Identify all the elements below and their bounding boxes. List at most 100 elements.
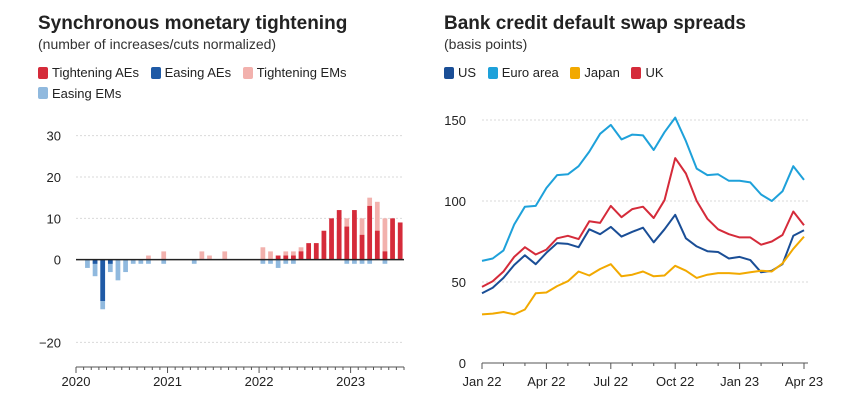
- legend-swatch: [444, 66, 454, 79]
- y-tick-label: 100: [444, 194, 466, 209]
- legend-label: Euro area: [501, 65, 559, 80]
- x-tick-label: Jan 23: [720, 374, 759, 389]
- right-chart-subtitle: (basis points): [444, 36, 528, 52]
- x-tick-label: 2023: [336, 374, 365, 389]
- left-chart-subtitle: (number of increases/cuts normalized): [38, 36, 277, 52]
- bar-tightening-ae: [382, 251, 388, 260]
- legend-item-japan: Japan: [570, 63, 620, 82]
- bar-tightening-ae: [283, 255, 289, 260]
- legend-item-us: US: [444, 63, 476, 82]
- right-chart-legend: US Euro area Japan UK: [444, 63, 844, 84]
- bar-tightening-ae: [313, 243, 319, 260]
- y-tick-label: 30: [47, 129, 61, 144]
- series-line-us: [481, 213, 805, 295]
- series-line-uk: [481, 157, 805, 288]
- left-chart-title: Synchronous monetary tightening: [38, 13, 348, 34]
- legend-item-easing-ems: Easing EMs: [38, 84, 121, 103]
- bar-easing-em: [115, 259, 121, 281]
- bar-easing-em: [138, 259, 144, 264]
- legend-swatch: [242, 66, 253, 79]
- bar-tightening-ae: [367, 205, 373, 260]
- legend-swatch: [570, 66, 581, 79]
- legend-swatch: [38, 66, 48, 79]
- tightening-bar-chart: 30 20 10 0 −20 2020 2021 2022 2023: [39, 129, 405, 389]
- series-line-japan: [481, 235, 805, 316]
- y-tick-label: −20: [39, 335, 61, 350]
- y-tick-label: 10: [47, 211, 61, 226]
- bar-tightening-em: [268, 251, 273, 260]
- y-tick-label: 0: [459, 356, 466, 371]
- legend-label: Easing AEs: [164, 65, 232, 80]
- series-line-euro-area: [481, 116, 805, 262]
- bar-tightening-em: [161, 251, 167, 260]
- bar-easing-ae: [100, 259, 106, 301]
- bar-tightening-ae: [397, 222, 403, 260]
- legend-label: UK: [645, 65, 664, 80]
- bar-tightening-em: [146, 255, 151, 260]
- legend-label: Easing EMs: [52, 85, 122, 101]
- legend-label: Tightening AEs: [52, 65, 139, 80]
- bar-easing-em: [344, 259, 350, 264]
- bar-easing-ae: [107, 259, 113, 264]
- bar-tightening-ae: [352, 210, 357, 260]
- legend-item-tightening-ems: Tightening EMs: [242, 63, 347, 82]
- legend-swatch: [38, 87, 48, 99]
- left-chart-legend: Tightening AEs Easing AEs Tightening EMs…: [38, 63, 408, 104]
- bar-tightening-em: [283, 251, 289, 260]
- x-tick-label: Apr 23: [785, 374, 823, 389]
- legend-item-easing-aes: Easing AEs: [150, 63, 232, 82]
- bar-easing-em: [275, 259, 281, 268]
- x-tick-label: 2021: [153, 374, 182, 389]
- legend-label: Tightening EMs: [256, 65, 347, 80]
- legend-label: US: [458, 65, 477, 80]
- y-tick-label: 20: [47, 170, 61, 185]
- legend-item-tightening-aes: Tightening AEs: [38, 63, 139, 82]
- bar-tightening-ae: [291, 255, 296, 260]
- x-tick-label: Oct 22: [656, 374, 694, 389]
- x-tick-label: Jul 22: [593, 374, 628, 389]
- bar-tightening-ae: [329, 218, 334, 260]
- y-tick-label: 50: [452, 275, 466, 290]
- tightening-chart-panel: Synchronous monetary tightening (number …: [0, 0, 420, 412]
- bar-easing-em: [367, 259, 373, 264]
- bar-easing-em: [291, 259, 296, 264]
- legend-item-euro-area: Euro area: [487, 63, 559, 82]
- legend-label: Japan: [584, 65, 620, 80]
- y-tick-label: 150: [444, 113, 466, 128]
- bar-easing-em: [92, 259, 98, 277]
- bar-easing-em: [146, 259, 151, 264]
- legend-swatch: [631, 66, 642, 79]
- right-chart-title: Bank credit default swap spreads: [444, 13, 746, 34]
- x-tick-label: 2022: [245, 374, 274, 389]
- bar-easing-em: [359, 259, 365, 264]
- bar-tightening-ae: [275, 255, 281, 260]
- bar-tightening-ae: [359, 234, 365, 260]
- bar-easing-em: [161, 259, 167, 264]
- bar-tightening-ae: [344, 226, 350, 260]
- bar-easing-em: [130, 259, 136, 264]
- bar-tightening-ae: [336, 210, 342, 260]
- bar-tightening-em: [199, 251, 205, 260]
- bar-easing-em: [268, 259, 273, 264]
- bar-tightening-ae: [390, 218, 395, 260]
- bar-tightening-em: [291, 251, 296, 260]
- bar-tightening-ae: [321, 230, 327, 260]
- bar-easing-em: [85, 259, 90, 268]
- y-tick-label: 0: [54, 253, 61, 268]
- bar-easing-em: [283, 259, 289, 264]
- legend-swatch: [150, 66, 161, 79]
- bar-easing-em: [107, 259, 113, 273]
- x-tick-label: 2020: [62, 374, 91, 389]
- bar-tightening-ae: [306, 243, 312, 260]
- x-tick-label: Apr 22: [527, 374, 565, 389]
- bar-tightening-ae: [298, 251, 304, 260]
- bar-tightening-em: [382, 218, 388, 260]
- cds-line-chart: 150 100 50 0 Jan 22 Apr 22 Jul 22 Oct 22 Jan 23 A…: [444, 113, 823, 389]
- cds-chart-panel: Bank credit default swap spreads (basis …: [430, 0, 858, 412]
- bar-tightening-em: [260, 247, 266, 260]
- bar-easing-em: [352, 259, 357, 264]
- bar-easing-em: [260, 259, 266, 264]
- bar-easing-em: [382, 259, 388, 264]
- bar-easing-ae: [92, 259, 98, 264]
- bar-easing-em: [123, 259, 128, 273]
